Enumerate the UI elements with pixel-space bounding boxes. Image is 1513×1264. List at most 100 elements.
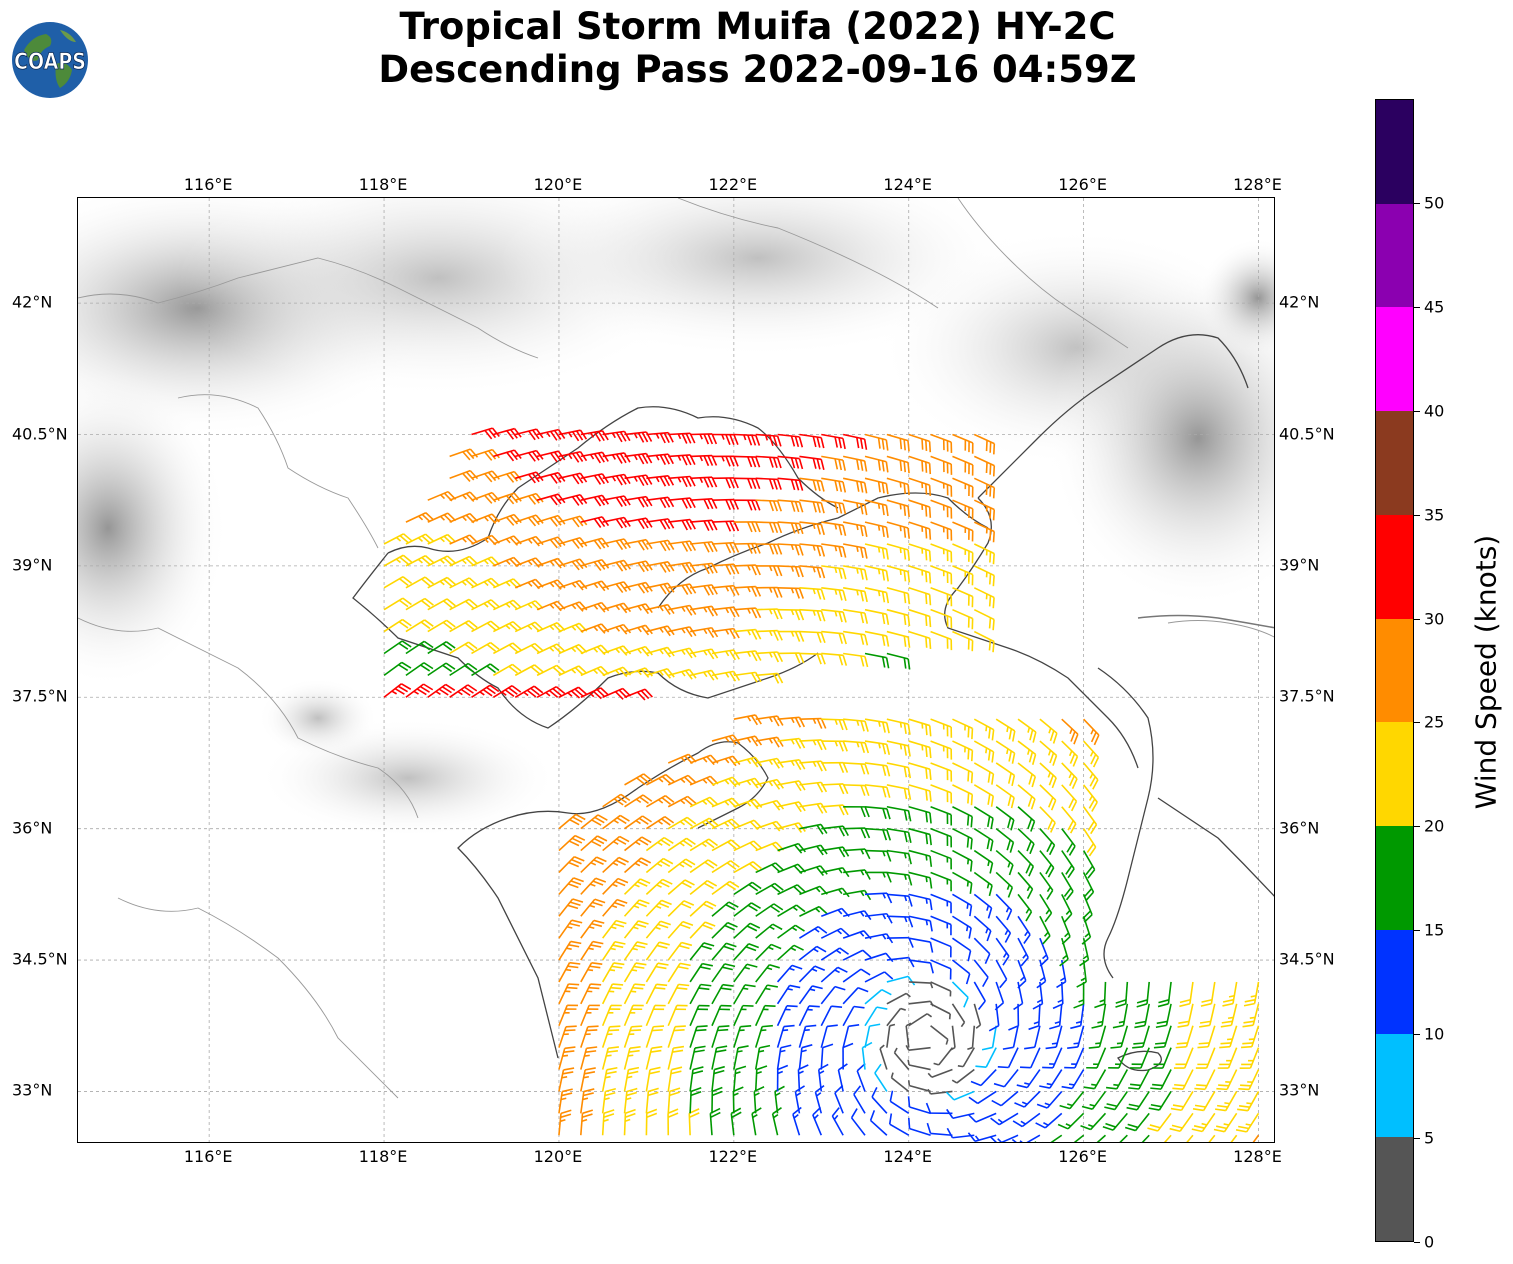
wind-barb xyxy=(1028,1003,1041,1031)
wind-barb xyxy=(905,1045,931,1051)
wind-barb xyxy=(383,661,412,677)
wind-barb xyxy=(842,910,872,921)
wind-barb xyxy=(558,579,588,591)
wind-barb xyxy=(471,684,500,698)
colorbar-tick-mark xyxy=(1414,306,1420,308)
wind-barb xyxy=(536,493,566,506)
wind-barb xyxy=(995,762,1016,787)
wind-barb xyxy=(1175,1025,1194,1049)
wind-barb xyxy=(799,499,825,514)
wind-barb xyxy=(601,1087,616,1114)
wind-barb xyxy=(645,962,669,983)
wind-barb xyxy=(1052,981,1064,1010)
wind-barb xyxy=(776,1005,798,1027)
wind-barb xyxy=(689,921,716,939)
colorbar-bin xyxy=(1376,100,1413,204)
wind-barb xyxy=(493,492,522,505)
wind-barb xyxy=(908,543,932,562)
wind-barb xyxy=(820,985,846,1005)
wind-barb xyxy=(798,965,826,983)
wind-barb xyxy=(558,558,588,571)
wind-barb xyxy=(952,630,974,652)
wind-barb xyxy=(1059,1090,1085,1110)
wind-barb xyxy=(908,1000,934,1007)
wind-barb xyxy=(711,755,741,767)
wind-barb xyxy=(558,536,588,549)
wind-barb xyxy=(667,983,690,1005)
wind-barb xyxy=(905,1022,912,1048)
wind-barb xyxy=(580,877,607,895)
wind-barb xyxy=(536,514,566,527)
wind-barb xyxy=(471,427,500,440)
wind-barb xyxy=(777,499,804,513)
wind-barb xyxy=(755,923,783,939)
wind-barb xyxy=(930,740,953,760)
wind-barb xyxy=(558,686,588,699)
wind-barb xyxy=(1039,871,1054,900)
wind-barb xyxy=(908,762,932,780)
wind-barb xyxy=(973,630,995,653)
wind-barb xyxy=(514,514,544,527)
wind-barb xyxy=(558,1046,576,1070)
wind-barb xyxy=(1042,1047,1063,1069)
wind-barb xyxy=(821,887,850,898)
wind-barb xyxy=(908,915,933,932)
wind-barb xyxy=(777,630,805,642)
colorbar-bin xyxy=(1376,1033,1413,1138)
wind-barb xyxy=(820,1005,843,1027)
wind-barb xyxy=(842,986,869,1005)
wind-barb xyxy=(514,664,544,677)
wind-barb xyxy=(997,1047,1019,1069)
wind-barb xyxy=(973,827,994,852)
colorbar-tick-mark xyxy=(1414,618,1420,620)
wind-barb xyxy=(995,937,1010,966)
wind-barb xyxy=(1061,872,1074,901)
wind-barb xyxy=(711,433,739,446)
wind-barb xyxy=(798,985,823,1005)
wind-barb xyxy=(711,649,740,661)
wind-barb xyxy=(1132,1025,1150,1049)
wind-barb xyxy=(667,1025,686,1048)
wind-barb xyxy=(645,794,675,808)
wind-barb xyxy=(886,543,911,561)
wind-barb xyxy=(1064,1047,1085,1069)
chart-title-line1: Tropical Storm Muifa (2022) HY-2C xyxy=(399,5,1116,48)
wind-barb xyxy=(1082,806,1098,835)
wind-barb xyxy=(623,1108,636,1136)
wind-barb xyxy=(907,1117,931,1137)
colorbar-tick-mark xyxy=(1414,202,1420,204)
wind-barb xyxy=(864,988,892,1005)
colorbar-tick-label: 20 xyxy=(1424,816,1445,836)
wind-barb xyxy=(730,1107,742,1136)
wind-barb xyxy=(711,839,741,852)
wind-barb xyxy=(821,652,848,666)
wind-barb xyxy=(994,981,1005,1011)
wind-barb xyxy=(1080,1112,1107,1131)
wind-barb xyxy=(995,828,1015,853)
wind-barb xyxy=(689,962,713,983)
lon-tick-label-bottom: 120°E xyxy=(533,1147,583,1166)
wind-barb xyxy=(946,1108,975,1120)
wind-barb xyxy=(799,586,826,600)
wind-barb xyxy=(580,1067,596,1092)
wind-barb xyxy=(646,475,675,487)
wind-barb xyxy=(514,492,544,505)
wind-barb xyxy=(821,455,846,471)
wind-barb xyxy=(383,533,413,545)
wind-barb xyxy=(843,740,870,754)
wind-barb xyxy=(886,827,912,843)
wind-barb xyxy=(733,455,761,468)
wind-barb xyxy=(799,455,825,470)
wind-barb xyxy=(536,428,566,441)
wind-barb xyxy=(930,871,952,892)
wind-barb xyxy=(1039,893,1053,923)
wind-barb xyxy=(814,1084,825,1114)
colorbar-tick-label: 5 xyxy=(1424,1128,1435,1148)
lat-tick-label-left: 39°N xyxy=(12,555,53,575)
wind-barb xyxy=(973,740,995,763)
wind-barb xyxy=(952,521,974,542)
wind-barb xyxy=(733,521,761,533)
wind-barb xyxy=(623,920,649,939)
wind-barb xyxy=(1124,1112,1150,1132)
wind-barb xyxy=(1082,784,1098,812)
